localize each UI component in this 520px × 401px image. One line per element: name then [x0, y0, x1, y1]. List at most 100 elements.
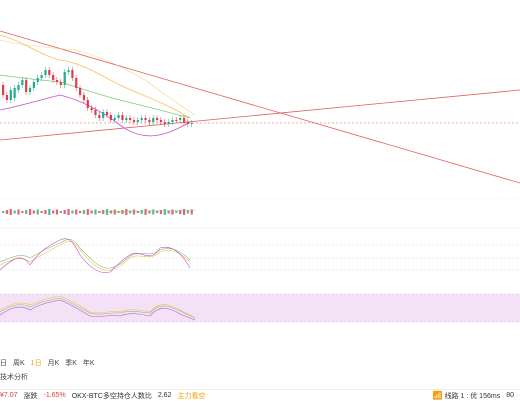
volume-bar	[9, 209, 12, 215]
timeframe-option[interactable]: 季K	[65, 360, 77, 367]
candlesticks	[2, 67, 193, 127]
candle-body	[125, 118, 128, 120]
wifi-icon: 📶	[432, 391, 443, 400]
rsi-band	[0, 294, 520, 322]
candle-body	[21, 80, 24, 85]
descending-trendline	[0, 30, 520, 184]
candle-body	[67, 70, 70, 72]
volume-bar	[55, 209, 59, 215]
timeframe-option[interactable]: 月K	[47, 360, 60, 367]
candle-body	[36, 78, 39, 82]
volume-bar	[59, 211, 62, 213]
volume-bar	[152, 209, 155, 215]
candle-body	[144, 118, 147, 120]
candle-body	[148, 120, 151, 122]
volume-bar	[144, 209, 147, 215]
candle-body	[2, 85, 5, 95]
candle-body	[59, 82, 62, 85]
volume-bar	[90, 210, 93, 214]
volume-bar	[5, 210, 9, 214]
volume-bar	[179, 210, 182, 214]
candle-body	[79, 88, 82, 95]
volume-bar	[67, 209, 70, 215]
candle-body	[113, 118, 116, 120]
volume-bar	[48, 209, 51, 215]
volume-bar	[136, 211, 139, 213]
candle-body	[102, 112, 105, 118]
candle-body	[163, 122, 166, 124]
candle-body	[13, 88, 16, 98]
signal-badge: 主力看空	[177, 392, 206, 400]
volume-bar	[125, 209, 128, 215]
volume-bar	[148, 210, 151, 214]
kdj-panel	[0, 227, 520, 273]
volume-bar	[186, 210, 189, 214]
timeframe-option[interactable]: 周K	[13, 360, 25, 367]
volume-bar	[75, 209, 78, 215]
candle-body	[136, 120, 139, 122]
volume-bar	[167, 210, 170, 214]
candle-body	[167, 122, 170, 124]
indicator-label: OKX-BTC多空持仓人数比	[71, 392, 152, 400]
candle-body	[186, 122, 189, 124]
volume-bar	[129, 210, 132, 214]
volume-bar	[28, 209, 32, 215]
volume-bar	[171, 209, 174, 215]
main-chart-panel	[0, 30, 520, 184]
volume-bar	[121, 210, 124, 214]
volume-bar	[113, 209, 116, 215]
timeframe-bar: 日周K 1日 月K 季K 年K	[0, 357, 520, 369]
ma-green-line	[0, 74, 191, 119]
tech-row: 技术分析	[0, 371, 520, 383]
candle-body	[182, 118, 186, 122]
candle-body	[40, 75, 43, 78]
candle-body	[25, 80, 28, 92]
volume-bar	[63, 210, 66, 214]
candle-body	[32, 82, 35, 88]
price-chart[interactable]: 8月299月79月169月2510月410月1310月2210月3111月911…	[0, 0, 520, 330]
volume-bar	[86, 209, 89, 215]
ma-magenta-line	[0, 94, 191, 137]
candle-body	[152, 118, 155, 122]
ma-yellow-line	[0, 34, 191, 119]
indicator-value: 2.62	[157, 392, 172, 399]
volume-bar	[40, 211, 43, 213]
volume-bar	[21, 211, 24, 213]
change-label: 涨跌	[23, 392, 38, 400]
candle-body	[44, 70, 47, 75]
candle-body	[5, 95, 9, 100]
volume-bar	[13, 210, 16, 214]
volume-bar	[109, 210, 112, 214]
candle-body	[175, 120, 178, 121]
volume-bar	[32, 210, 35, 214]
volume-bar	[2, 211, 5, 213]
candle-body	[159, 120, 163, 122]
candle-body	[90, 108, 93, 110]
volume-bar	[98, 211, 101, 213]
volume-bar	[175, 211, 178, 213]
timeframe-option[interactable]: 日	[0, 360, 7, 367]
ascending-trendline	[0, 89, 520, 141]
candle-body	[82, 95, 86, 100]
volume-bar	[44, 210, 47, 214]
change-value: -1.65%	[43, 392, 66, 399]
status-bar: ¥7.07 涨跌 -1.65% OKX-BTC多空持仓人数比 2.62 主力看空…	[0, 389, 520, 401]
volume-bar	[79, 211, 82, 213]
last-price: ¥7.07	[0, 392, 18, 399]
volume-bar	[71, 210, 74, 214]
volume-bar	[182, 209, 186, 215]
candle-body	[129, 118, 132, 120]
timeframe-option[interactable]: 1日	[30, 360, 42, 367]
volume-bar	[163, 209, 166, 215]
status-trailing: 80	[506, 392, 514, 399]
timeframe-option[interactable]: 年K	[82, 360, 95, 367]
candle-body	[63, 72, 66, 85]
rsi-panel	[0, 293, 520, 323]
volume-bar	[94, 209, 97, 215]
volume-bar	[52, 210, 55, 214]
tech-analysis-label[interactable]: 技术分析	[0, 374, 28, 381]
candle-body	[71, 70, 74, 78]
volume-bar	[190, 209, 193, 215]
candle-body	[171, 120, 174, 122]
volume-bar	[82, 210, 86, 214]
